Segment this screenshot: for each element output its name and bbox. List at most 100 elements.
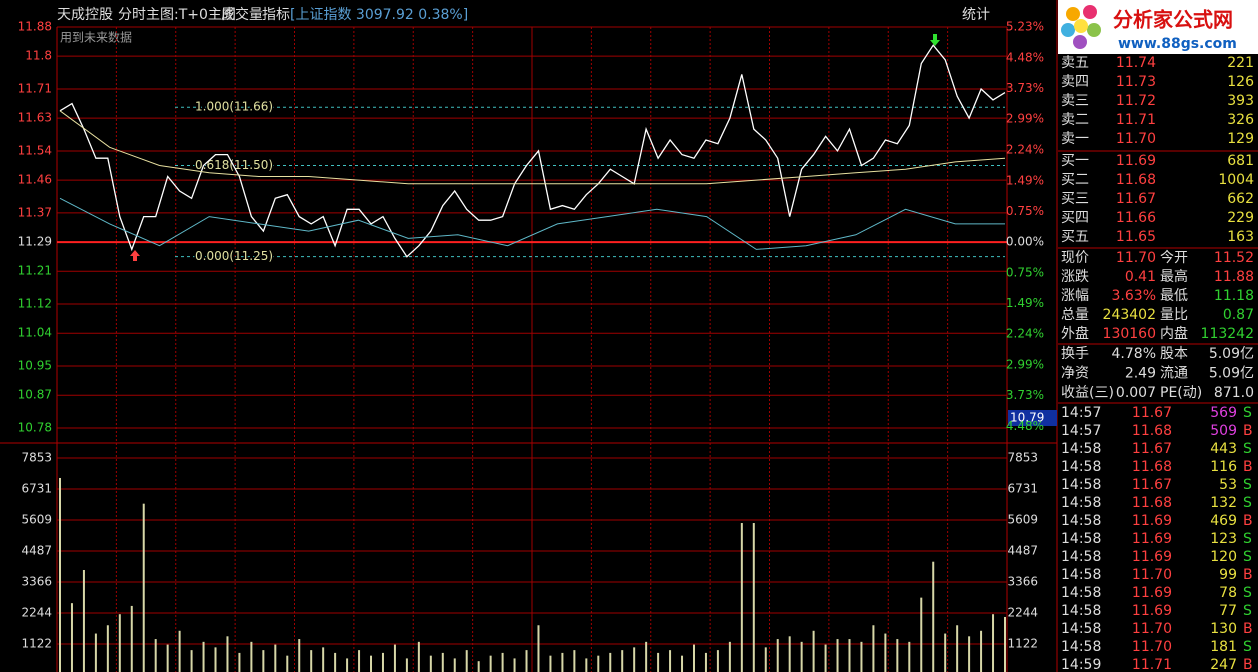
volume-bar [286,655,289,672]
stock-name: 天成控股 [57,7,113,23]
fund-label: 股本 [1160,346,1188,362]
volume-bar [836,639,839,672]
book-label: 买四 [1061,210,1089,226]
trade-time: 14:58 [1061,459,1101,475]
volume-bar [178,630,181,672]
tab[interactable]: 成交量 [221,6,263,23]
volume-bar [669,650,672,672]
volume-bar [130,605,133,672]
volume-bar [788,636,791,672]
y-tick-label-right: 5609 [1007,513,1038,527]
trade-time: 14:58 [1061,639,1101,655]
fund-label: PE(动) [1160,385,1202,401]
volume-bar [214,647,217,672]
fund-label: 收益(三) [1061,385,1114,401]
trade-side: S [1243,405,1252,421]
volume-bar [645,641,648,672]
book-label: 买一 [1061,153,1089,169]
volume-bar [956,625,959,672]
volume-bar [166,644,169,672]
volume-bar [118,614,121,672]
trade-price: 11.70 [1132,621,1172,637]
volume-bar [692,644,695,672]
trade-side: B [1243,513,1253,529]
volume-bar [537,625,540,672]
volume-bar [298,639,301,672]
book-price: 11.68 [1116,172,1156,188]
trade-price: 11.69 [1132,531,1172,547]
volume-bar [465,650,468,672]
volume-bar [453,658,456,672]
book-volume: 163 [1227,229,1254,245]
tab[interactable]: 主图:T+0主图 [146,7,236,23]
volume-bar [70,603,73,672]
y2-tick-label: 2.99% [1006,358,1044,372]
trade-volume: 116 [1210,459,1237,475]
volume-bar [94,633,97,672]
trade-volume: 120 [1210,549,1237,565]
volume-bar [417,641,420,672]
book-price: 11.71 [1116,112,1156,128]
trade-volume: 53 [1219,477,1237,493]
volume-bar [310,650,313,672]
y-tick-label: 11.54 [18,143,52,157]
y-tick-label: 6731 [21,482,52,496]
trade-side: S [1243,549,1252,565]
trade-price: 11.67 [1132,477,1172,493]
book-volume: 662 [1227,191,1254,207]
trade-time: 14:59 [1061,657,1101,672]
quote-label: 最高 [1160,268,1188,285]
volume-bar [142,503,145,672]
volume-bar [405,658,408,672]
trade-side: S [1243,531,1252,547]
volume-bar [190,650,193,672]
y2-tick-label: 1.49% [1006,173,1044,187]
volume-bar [525,650,528,672]
trade-time: 14:57 [1061,423,1101,439]
y-tick-label-right: 7853 [1007,451,1038,465]
y-tick-label: 10.87 [18,388,52,402]
tab[interactable]: 分时 [118,7,146,23]
volume-bar [334,652,337,672]
y-tick-label: 11.21 [18,264,52,278]
book-label: 卖五 [1061,55,1089,71]
price-line [59,110,1006,185]
volume-bar [573,650,576,672]
quote-value: 11.18 [1214,288,1254,304]
book-price: 11.66 [1116,210,1156,226]
y2-tick-label: 4.48% [1006,50,1044,64]
stats-button[interactable]: 统计 [962,7,990,23]
trade-volume: 99 [1219,567,1237,583]
volume-bar [370,655,373,672]
tab[interactable]: 指标 [262,7,290,23]
trade-volume: 78 [1219,585,1237,601]
volume-bar [752,523,755,672]
volume-bar [800,641,803,672]
volume-bar [250,641,253,672]
trade-volume: 443 [1210,441,1237,457]
y-tick-label: 11.63 [18,111,52,125]
quote-label: 今开 [1160,250,1188,266]
book-price: 11.70 [1116,131,1156,147]
volume-bar [764,647,767,672]
volume-bar [202,641,205,672]
trade-price: 11.67 [1132,441,1172,457]
volume-bar [872,625,875,672]
quote-value: 11.88 [1214,269,1254,285]
volume-bar [585,658,588,672]
volume-bar [980,630,983,672]
y2-tick-label: 0.75% [1006,265,1044,279]
quote-label: 涨跌 [1061,269,1089,285]
logo-flower [1061,5,1101,49]
y-tick-label-right: 2244 [1007,605,1038,619]
fund-value: 4.78% [1112,346,1156,362]
fund-value: 0.007 [1116,385,1156,401]
trade-time: 14:58 [1061,441,1101,457]
book-label: 卖一 [1061,131,1089,147]
y-tick-label: 7853 [21,451,52,465]
volume-bar [358,650,361,672]
book-price: 11.69 [1116,153,1156,169]
trade-price: 11.69 [1132,513,1172,529]
fund-label: 换手 [1061,345,1089,362]
